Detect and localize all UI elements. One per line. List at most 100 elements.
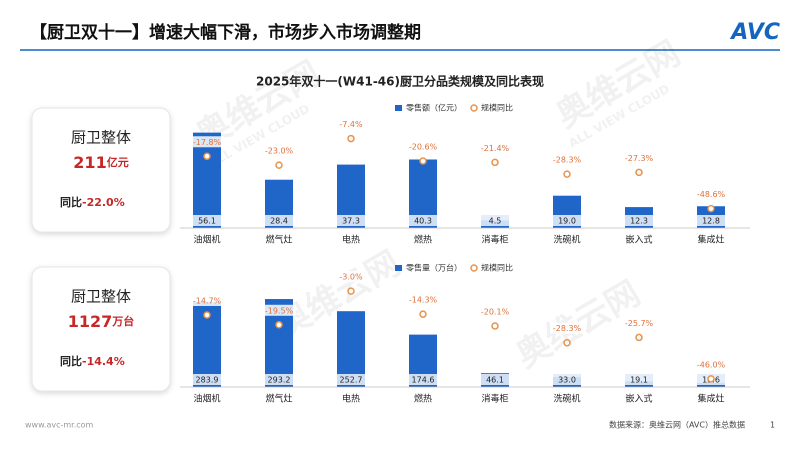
bar-label: 293.2 [268,376,291,385]
yoy-label-bg [550,154,584,166]
card-yoy: 同比-14.4% [60,354,125,368]
yoy-label: -20.1% [481,308,510,317]
legend-swatch [395,105,402,111]
yoy-label-bg [190,136,224,148]
x-tick-label: 电热 [342,234,360,246]
card-value: 1127万台 [68,312,135,331]
legend-label: 零售量（万台） [406,263,462,273]
legend-swatch [395,265,402,271]
footer-site: www.avc-mr.com [25,421,94,430]
yoy-label: -14.3% [409,296,438,305]
bar [193,132,221,228]
legend-label: 零售额（亿元） [406,103,462,113]
card-yoy: 同比-22.0% [60,195,125,209]
bar-label: 12.8 [702,217,720,226]
bar-label-bg [193,215,221,226]
yoy-label-bg [622,317,656,329]
bar-label: 4.5 [489,217,502,226]
x-tick-label: 洗碗机 [553,393,580,405]
yoy-label: -20.6% [409,143,438,152]
bar-label-bg [265,374,293,385]
yoy-marker [635,168,643,177]
card-title: 厨卫整体 [71,288,131,306]
x-tick-label: 嵌入式 [625,393,652,405]
yoy-label: -14.7% [193,296,222,305]
card-yoy-label: 同比 [60,195,82,209]
legend-label: 规模同比 [481,103,513,113]
yoy-marker [275,161,283,169]
bar-label-bg [553,215,581,226]
bar-label-bg [481,374,509,385]
card-unit: 万台 [111,314,134,328]
bar-label-bg [409,374,437,385]
chart-title: 2025年双十一(W41-46)厨卫分品类规模及同比表现 [256,74,544,89]
bar-label-bg [625,215,653,226]
yoy-label-bg [406,141,440,153]
x-tick-label: 电热 [342,393,360,405]
x-tick-label: 集成灶 [697,393,724,405]
yoy-label: -17.8% [193,138,222,147]
yoy-marker [491,322,499,330]
bar-label-bg [553,374,581,385]
legend-marker [470,104,478,112]
yoy-label: -7.4% [339,120,363,129]
yoy-marker [275,321,283,329]
yoy-label: -3.0% [339,273,363,282]
yoy-label: -21.4% [481,144,510,153]
x-tick-label: 洗碗机 [553,234,580,246]
yoy-marker [203,152,211,161]
card-yoy-label: 同比 [60,354,82,368]
bar-label: 46.1 [486,376,504,385]
footer-source: 数据来源：奥维云网（AVC）推总数据 [609,420,745,430]
slide-title: 【厨卫双十一】增速大幅下滑，市场步入市场调整期 [30,22,421,43]
x-tick-label: 消毒柜 [481,393,508,405]
card-value-number: 211 [73,153,106,172]
yoy-marker [491,158,499,167]
bar-label-bg [265,215,293,226]
yoy-marker [347,134,355,143]
bar-label: 33.0 [558,376,576,385]
yoy-label: -46.0% [697,360,726,369]
x-tick-label: 油烟机 [193,393,220,405]
bar-label: 283.9 [196,376,219,385]
bar-label-bg [337,215,365,226]
legend-label: 规模同比 [481,263,513,273]
x-tick-label: 消毒柜 [481,234,508,246]
yoy-label: -48.6% [697,190,726,199]
bar-label-bg [409,215,437,226]
yoy-label-bg [262,304,296,316]
yoy-label: -25.7% [625,319,654,328]
yoy-label-bg [406,294,440,306]
card-value-number: 1127 [68,312,113,331]
page-number: 1 [770,421,775,430]
x-tick-label: 燃热 [414,234,432,246]
bar-label: 19.1 [630,376,648,385]
bar-label-bg [625,374,653,385]
x-tick-label: 燃气灶 [265,234,292,246]
legend-marker [470,264,478,272]
card-unit: 亿元 [107,155,129,169]
card-yoy-value: -22.0% [82,196,125,209]
bar-label-bg [337,374,365,385]
bar-label: 252.7 [340,376,363,385]
yoy-label: -28.3% [553,324,582,333]
card-title: 厨卫整体 [71,129,131,147]
yoy-label-bg [262,145,296,157]
bar-label: 56.1 [198,217,216,226]
yoy-label-bg [622,152,656,164]
x-tick-label: 集成灶 [697,234,724,246]
bar-label-bg [697,215,725,226]
yoy-label-bg [334,271,368,283]
yoy-label: -28.3% [553,156,582,165]
yoy-label-bg [478,306,512,318]
x-tick-label: 燃热 [414,393,432,405]
bar-label: 28.4 [270,217,288,226]
yoy-label-bg [190,294,224,306]
yoy-label-bg [334,118,368,130]
yoy-marker [635,333,643,342]
yoy-marker [203,311,211,319]
yoy-marker [707,375,715,383]
bar-label: 19.0 [558,217,576,226]
